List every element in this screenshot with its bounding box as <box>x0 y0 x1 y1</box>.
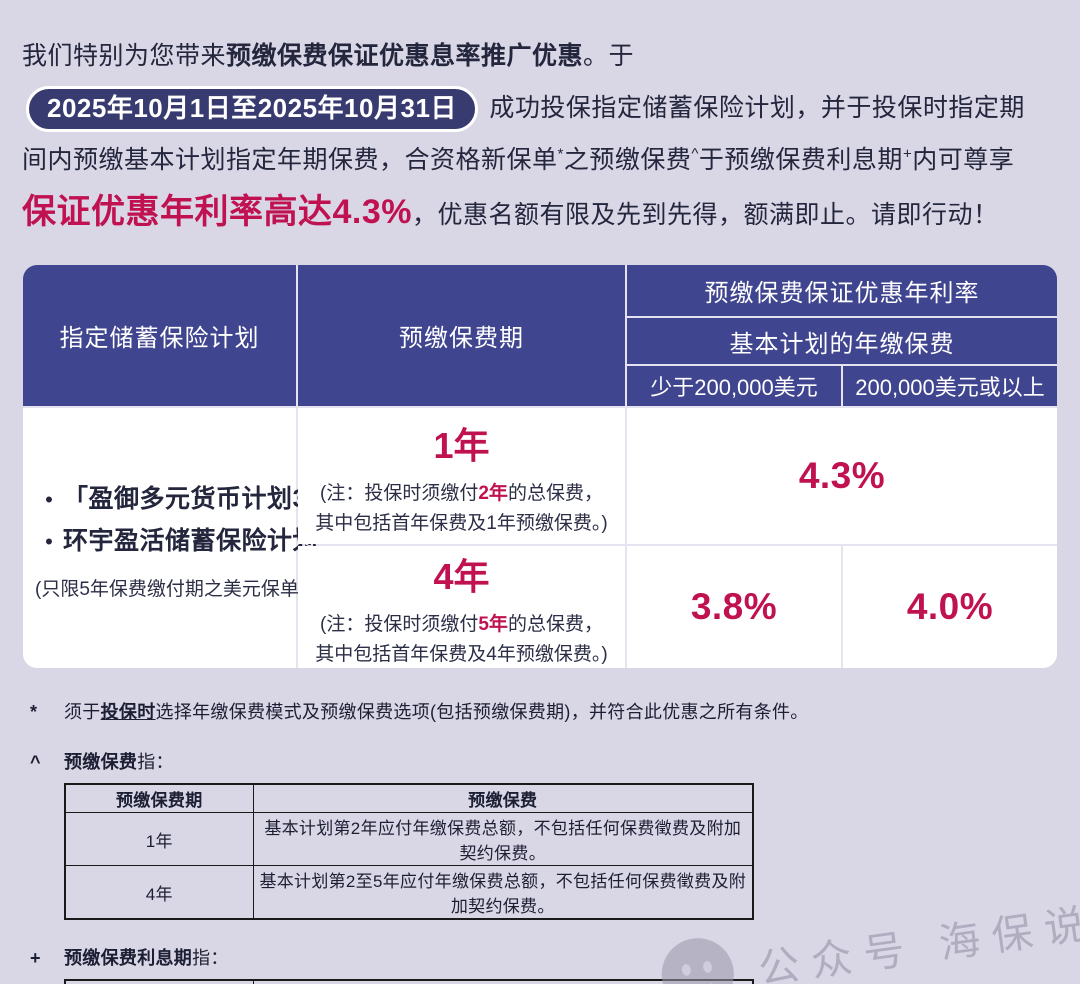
note-text: (注：投保时须缴付 <box>320 614 479 635</box>
footnotes-section: * 须于投保时选择年缴保费模式及预缴保费选项(包括预缴保费期)，并符合此优惠之所… <box>0 668 1080 984</box>
plan-restriction-note: (只限5年保费缴付期之美元保单) <box>35 578 306 600</box>
rate-value: 3.8% <box>690 586 778 627</box>
col-header-prepaid: 预缴保费 <box>252 783 754 813</box>
bullet-icon: • <box>45 486 53 512</box>
footnote-underlined: 投保时 <box>100 702 156 722</box>
footnote-text: 指： <box>192 948 229 968</box>
col-header-period: 预缴保费期 <box>64 979 254 984</box>
note-em: 2年 <box>478 483 508 504</box>
header-rate-title: 预缴保费保证优惠年利率 <box>627 265 1057 316</box>
promo-date-badge: 2025年10月1日至2025年10月31日 <box>26 86 478 133</box>
footnote-text: 选择年缴保费模式及预缴保费选项(包括预缴保费期)，并符合此优惠之所有条件。 <box>155 702 809 722</box>
col-header-period: 预缴保费期 <box>64 783 254 813</box>
cell-definition: 基本计划第2至5年应付年缴保费总额，不包括任何保费徵费及附加契约保费。 <box>252 865 754 920</box>
rate-highlight: 保证优惠年利率高达4.3% <box>22 193 412 231</box>
prepaid-premium-table: 预缴保费期 预缴保费 1年 基本计划第2年应付年缴保费总额，不包括任何保费徵费及… <box>64 783 754 920</box>
intro-paragraph: 我们特别为您带来预缴保费保证优惠息率推广优惠。于 2025年10月1日至2025… <box>0 0 1062 241</box>
bullet-icon: • <box>45 528 53 554</box>
intro-text: 。于 <box>583 42 635 70</box>
period-value-1yr: 1年 <box>433 425 490 466</box>
table-header-row: 预缴保费期 预缴保费利息期 <box>64 979 754 984</box>
footnote-marker: ^ <box>30 752 41 772</box>
header-ge-200k: 200,000美元或以上 <box>843 366 1057 406</box>
footnote-caret-title: 预缴保费指： <box>64 750 174 774</box>
footnote-star-text: 须于投保时选择年缴保费模式及预缴保费选项(包括预缴保费期)，并符合此优惠之所有条… <box>64 700 809 724</box>
footnote-caret: ^ 预缴保费指： <box>30 750 1060 774</box>
plan-item: • 「盈御多元货币计划3」 <box>35 479 332 515</box>
rate-cell-1yr-all: 4.3% <box>627 408 1057 544</box>
table-row: 4年 基本计划第2至5年应付年缴保费总额，不包括任何保费徵费及附加契约保费。 <box>64 865 754 920</box>
interest-period-table: 预缴保费期 预缴保费利息期 1年 由利息生效日起的首个保单年度。 4年 由利息生… <box>64 979 754 984</box>
intro-bold-offer-name: 预缴保费保证优惠息率推广优惠 <box>226 42 584 70</box>
footnote-ref-caret: ^ <box>691 145 699 163</box>
intro-text: 于预缴保费利息期 <box>698 146 903 174</box>
period-cell-4yr: 4年 (注：投保时须缴付5年的总保费， 其中包括首年保费及4年预缴保费。) <box>298 546 625 668</box>
header-lt-200k: 少于200,000美元 <box>627 366 841 406</box>
note-text: 的总保费， <box>507 483 603 504</box>
header-plan: 指定储蓄保险计划 <box>23 265 296 406</box>
col-header-interest-period: 预缴保费利息期 <box>252 979 754 984</box>
footnote-plus-group: + 预缴保费利息期指： 预缴保费期 预缴保费利息期 1年 由利息生效日起的首个保… <box>30 946 1060 984</box>
period-cell-1yr: 1年 (注：投保时须缴付2年的总保费， 其中包括首年保费及1年预缴保费。) <box>298 408 625 544</box>
table-header-row: 预缴保费期 预缴保费 <box>64 783 754 813</box>
header-annual-premium: 基本计划的年缴保费 <box>627 318 1057 364</box>
intro-text: 内可尊享 <box>912 146 1015 174</box>
note-text: (注：投保时须缴付 <box>320 483 479 504</box>
plan-name-1: 「盈御多元货币计划3」 <box>63 484 333 513</box>
plans-cell: • 「盈御多元货币计划3」 • 环宇盈活储蓄保险计划 (只限5年保费缴付期之美元… <box>23 408 332 668</box>
rate-value: 4.0% <box>906 586 994 627</box>
intro-text: 之预缴保费 <box>563 146 692 174</box>
rate-table: 指定储蓄保险计划 预缴保费期 预缴保费保证优惠年利率 基本计划的年缴保费 少于2… <box>23 265 1057 668</box>
footnote-plus: + 预缴保费利息期指： <box>30 946 1060 970</box>
cell-period: 1年 <box>64 812 254 866</box>
table-row: 1年 基本计划第2年应付年缴保费总额，不包括任何保费徵费及附加契约保费。 <box>64 812 754 866</box>
footnote-star: * 须于投保时选择年缴保费模式及预缴保费选项(包括预缴保费期)，并符合此优惠之所… <box>30 700 1060 724</box>
footnote-text: 指： <box>137 752 174 772</box>
footnote-term: 预缴保费利息期 <box>64 948 193 968</box>
intro-text: 我们特别为您带来 <box>22 42 227 70</box>
rate-value: 4.3% <box>798 455 886 496</box>
plan-item: • 环宇盈活储蓄保险计划 <box>35 521 318 557</box>
note-text: 其中包括首年保费及1年预缴保费。) <box>315 513 608 534</box>
plan-name-2: 环宇盈活储蓄保险计划 <box>63 526 319 555</box>
footnote-term: 预缴保费 <box>64 752 138 772</box>
period-note-4yr: (注：投保时须缴付5年的总保费， 其中包括首年保费及4年预缴保费。) <box>315 610 607 668</box>
footnote-text: 须于 <box>64 702 101 722</box>
intro-text: ，优惠名额有限及先到先得，额满即止。请即行动！ <box>412 201 999 229</box>
footnote-ref-plus: + <box>902 145 913 163</box>
footnote-ref-star: * <box>557 145 564 163</box>
footnote-marker: + <box>30 948 41 968</box>
note-text: 的总保费， <box>507 614 603 635</box>
rate-cell-4yr-ge200k: 4.0% <box>843 546 1057 668</box>
footnote-marker: * <box>30 702 38 722</box>
note-text: 其中包括首年保费及4年预缴保费。) <box>315 644 608 665</box>
footnote-caret-group: ^ 预缴保费指： 预缴保费期 预缴保费 1年 基本计划第2年应付年缴保费总额，不… <box>30 750 1060 920</box>
rate-cell-4yr-lt200k: 3.8% <box>627 546 841 668</box>
period-note-1yr: (注：投保时须缴付2年的总保费， 其中包括首年保费及1年预缴保费。) <box>315 479 607 539</box>
footnote-plus-title: 预缴保费利息期指： <box>64 946 229 970</box>
header-prepay-period: 预缴保费期 <box>298 265 625 406</box>
note-em: 5年 <box>478 614 508 635</box>
period-value-4yr: 4年 <box>433 556 490 597</box>
intro-text: 成功投保指定储蓄保险计划，并于投保时指定期间内预缴基本计划指定年期保费，合资格新… <box>22 94 1025 174</box>
cell-period: 4年 <box>64 865 254 920</box>
cell-definition: 基本计划第2年应付年缴保费总额，不包括任何保费徵费及附加契约保费。 <box>252 812 754 866</box>
